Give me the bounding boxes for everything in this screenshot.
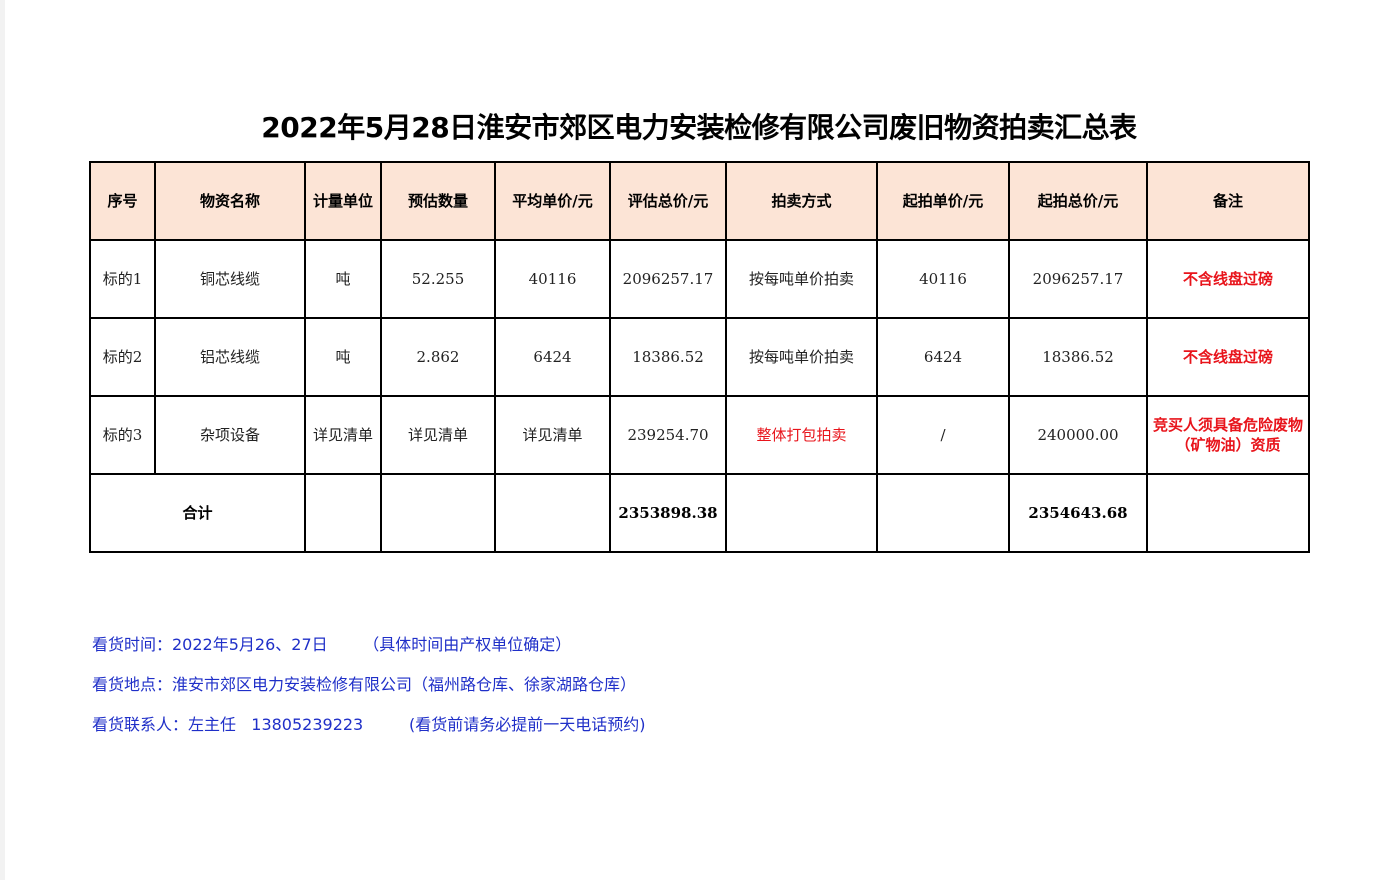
cell	[1146, 473, 1310, 553]
cell: 吨	[304, 239, 382, 319]
total-label: 合计	[89, 473, 306, 553]
cell: 标的2	[89, 317, 156, 397]
cell: 按每吨单价拍卖	[725, 239, 878, 319]
cell: 铜芯线缆	[154, 239, 306, 319]
table-header-row: 序号 物资名称 计量单位 预估数量 平均单价/元 评估总价/元 拍卖方式 起拍单…	[89, 161, 1310, 241]
table-row: 标的3 杂项设备 详见清单 详见清单 详见清单 239254.70 整体打包拍卖…	[89, 395, 1310, 475]
eval-total: 2353898.38	[609, 473, 727, 553]
remark-cell: 不含线盘过磅	[1146, 239, 1310, 319]
header-cell: 平均单价/元	[494, 161, 611, 241]
cell: 18386.52	[609, 317, 727, 397]
cell: 详见清单	[304, 395, 382, 475]
cell: 18386.52	[1008, 317, 1148, 397]
cell	[876, 473, 1010, 553]
header-cell: 评估总价/元	[609, 161, 727, 241]
header-cell: 拍卖方式	[725, 161, 878, 241]
page-edge	[0, 0, 5, 880]
header-cell: 起拍总价/元	[1008, 161, 1148, 241]
note-contact: 看货联系人：左主任 13805239223 (看货前请务必提前一天电话预约)	[92, 715, 646, 734]
header-cell: 物资名称	[154, 161, 306, 241]
cell: 240000.00	[1008, 395, 1148, 475]
note-viewing-location: 看货地点：淮安市郊区电力安装检修有限公司（福州路仓库、徐家湖路仓库）	[92, 675, 637, 694]
cell: 239254.70	[609, 395, 727, 475]
cell: 铝芯线缆	[154, 317, 306, 397]
cell: 杂项设备	[154, 395, 306, 475]
cell: 2.862	[380, 317, 496, 397]
cell: 标的3	[89, 395, 156, 475]
cell: 6424	[494, 317, 611, 397]
header-cell: 备注	[1146, 161, 1310, 241]
cell: 2096257.17	[609, 239, 727, 319]
table-row: 标的1 铜芯线缆 吨 52.255 40116 2096257.17 按每吨单价…	[89, 239, 1310, 319]
cell: 52.255	[380, 239, 496, 319]
cell: 整体打包拍卖	[725, 395, 878, 475]
note-viewing-time: 看货时间：2022年5月26、27日 （具体时间由产权单位确定）	[92, 635, 572, 654]
cell	[380, 473, 496, 553]
cell: /	[876, 395, 1010, 475]
cell: 按每吨单价拍卖	[725, 317, 878, 397]
cell: 40116	[876, 239, 1010, 319]
cell: 详见清单	[380, 395, 496, 475]
cell	[725, 473, 878, 553]
cell: 6424	[876, 317, 1010, 397]
remark-cell: 不含线盘过磅	[1146, 317, 1310, 397]
header-cell: 序号	[89, 161, 156, 241]
header-cell: 起拍单价/元	[876, 161, 1010, 241]
remark-cell: 竞买人须具备危险废物（矿物油）资质	[1146, 395, 1310, 475]
cell: 2096257.17	[1008, 239, 1148, 319]
viewing-notes: 看货时间：2022年5月26、27日 （具体时间由产权单位确定） 看货地点：淮安…	[92, 634, 646, 754]
cell	[304, 473, 382, 553]
cell: 40116	[494, 239, 611, 319]
start-total: 2354643.68	[1008, 473, 1148, 553]
table-row: 标的2 铝芯线缆 吨 2.862 6424 18386.52 按每吨单价拍卖 6…	[89, 317, 1310, 397]
cell: 吨	[304, 317, 382, 397]
auction-summary-table: 序号 物资名称 计量单位 预估数量 平均单价/元 评估总价/元 拍卖方式 起拍单…	[89, 161, 1310, 553]
header-cell: 预估数量	[380, 161, 496, 241]
header-cell: 计量单位	[304, 161, 382, 241]
cell: 标的1	[89, 239, 156, 319]
total-row: 合计 2353898.38 2354643.68	[89, 473, 1310, 553]
cell: 详见清单	[494, 395, 611, 475]
cell	[494, 473, 611, 553]
document-title: 2022年5月28日淮安市郊区电力安装检修有限公司废旧物资拍卖汇总表	[261, 111, 1137, 144]
